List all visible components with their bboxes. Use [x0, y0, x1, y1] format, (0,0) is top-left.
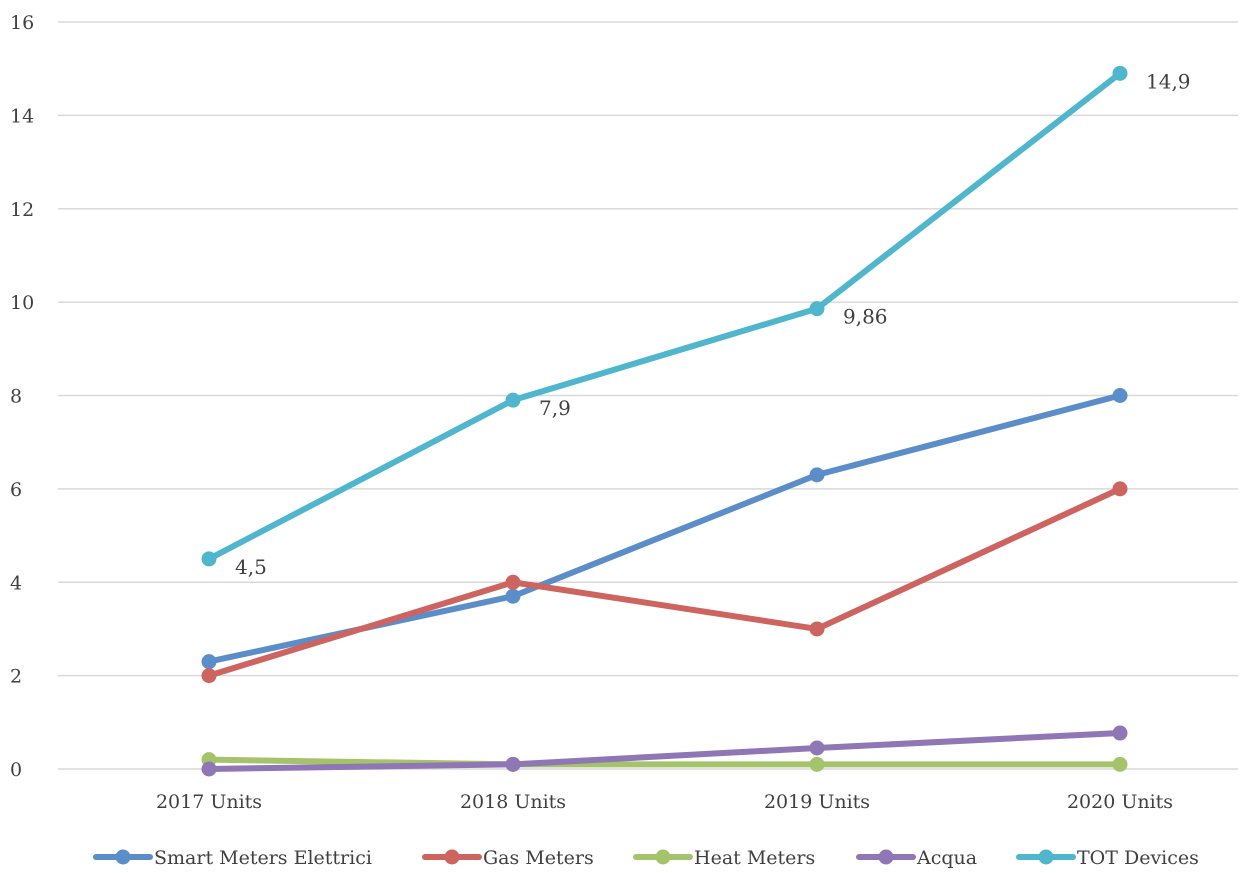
- data-labels: 4,5 7,9 9,86 14,9: [235, 69, 1191, 579]
- series-group: [201, 388, 1128, 670]
- data-point: [201, 668, 217, 684]
- data-point: [201, 654, 217, 670]
- series-line: [206, 756, 1123, 768]
- x-tick-label: 2019 Units: [764, 791, 870, 813]
- data-point: [809, 621, 825, 637]
- legend-marker: [1038, 849, 1054, 865]
- x-tick-label: 2018 Units: [460, 791, 566, 813]
- y-tick-label: 10: [10, 292, 34, 314]
- legend-item: Gas Meters: [422, 847, 594, 869]
- gridlines: [58, 21, 1238, 770]
- legend-label: Gas Meters: [483, 847, 594, 869]
- legend-item: Heat Meters: [633, 847, 815, 869]
- x-tick-label: 2020 Units: [1067, 791, 1173, 813]
- y-tick-label: 12: [10, 199, 34, 221]
- y-tick-label: 2: [10, 666, 22, 688]
- data-point: [1112, 481, 1128, 497]
- data-point: [809, 756, 825, 772]
- data-point: [1112, 388, 1128, 403]
- y-tick-label: 4: [10, 572, 22, 594]
- data-point: [1112, 65, 1128, 81]
- series-lines: [201, 65, 1128, 777]
- data-label: 4,5: [235, 555, 267, 579]
- legend-marker: [115, 849, 131, 865]
- data-point: [201, 551, 217, 567]
- series-group: [201, 481, 1128, 684]
- legend-marker: [655, 849, 671, 865]
- legend-item: Acqua: [856, 847, 977, 869]
- y-tick-label: 0: [10, 759, 22, 781]
- legend-label: Heat Meters: [694, 847, 815, 869]
- data-point: [1112, 756, 1128, 772]
- x-tick-label: 2017 Units: [156, 791, 262, 813]
- data-point: [505, 588, 521, 604]
- legend: Smart Meters Elettrici Gas Meters Heat Met…: [93, 847, 1199, 869]
- legend-marker: [444, 849, 460, 865]
- series-line: [206, 730, 1123, 772]
- y-axis-ticks: 0 2 4 6 8 10 12 14 16: [10, 12, 34, 781]
- series-line: [206, 485, 1123, 679]
- legend-item: TOT Devices: [1016, 847, 1199, 869]
- y-tick-label: 14: [10, 105, 34, 127]
- data-point: [1112, 725, 1128, 741]
- data-point: [201, 761, 217, 777]
- series-line: [206, 392, 1123, 665]
- y-tick-label: 16: [10, 12, 34, 34]
- legend-item: Smart Meters Elettrici: [93, 847, 372, 869]
- legend-label: Smart Meters Elettrici: [154, 847, 372, 869]
- data-point: [809, 467, 825, 483]
- data-point: [505, 756, 521, 772]
- x-axis-ticks: 2017 Units 2018 Units 2019 Units 2020 Units: [156, 791, 1173, 813]
- y-tick-label: 6: [10, 479, 22, 501]
- series-group: [201, 65, 1128, 567]
- series-line: [206, 70, 1123, 562]
- data-point: [809, 740, 825, 756]
- data-point: [505, 392, 521, 408]
- data-label: 7,9: [539, 396, 571, 420]
- data-point: [809, 301, 825, 317]
- legend-label: TOT Devices: [1077, 847, 1199, 869]
- legend-marker: [878, 849, 894, 865]
- series-group: [201, 725, 1128, 777]
- data-label: 14,9: [1146, 69, 1191, 93]
- data-label: 9,86: [843, 305, 888, 329]
- legend-label: Acqua: [916, 847, 977, 869]
- data-point: [505, 574, 521, 590]
- y-tick-label: 8: [10, 386, 22, 408]
